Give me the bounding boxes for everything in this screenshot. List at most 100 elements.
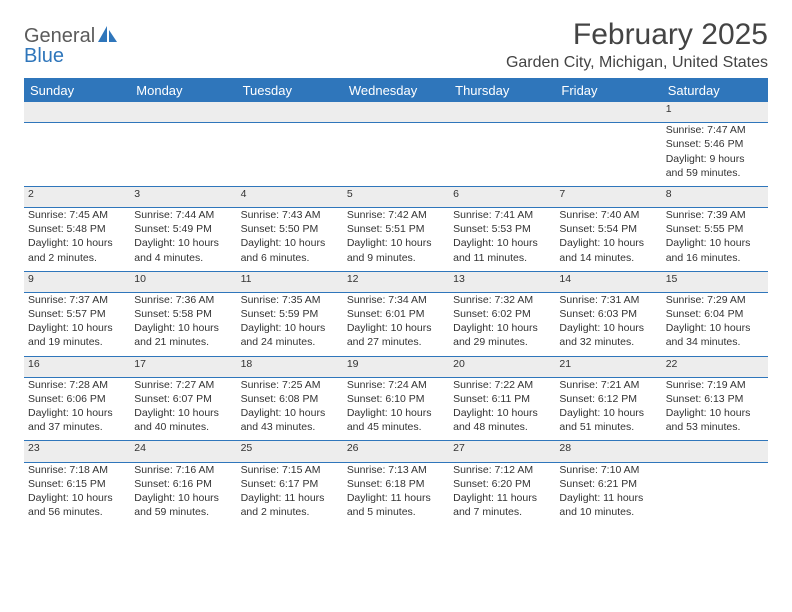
daylight-text: Daylight: 10 hours and 11 minutes. xyxy=(453,236,551,264)
day-detail-cell: Sunrise: 7:44 AMSunset: 5:49 PMDaylight:… xyxy=(130,208,236,272)
sunrise-text: Sunrise: 7:19 AM xyxy=(666,378,764,392)
daylight-text: Daylight: 10 hours and 16 minutes. xyxy=(666,236,764,264)
sunset-text: Sunset: 6:12 PM xyxy=(559,392,657,406)
day-detail-cell: Sunrise: 7:21 AMSunset: 6:12 PMDaylight:… xyxy=(555,377,661,441)
day-detail-cell: Sunrise: 7:18 AMSunset: 6:15 PMDaylight:… xyxy=(24,462,130,525)
daylight-text: Daylight: 10 hours and 43 minutes. xyxy=(241,406,339,434)
day-detail-cell xyxy=(555,123,661,187)
detail-row: Sunrise: 7:37 AMSunset: 5:57 PMDaylight:… xyxy=(24,292,768,356)
sunset-text: Sunset: 5:51 PM xyxy=(347,222,445,236)
day-detail-cell: Sunrise: 7:36 AMSunset: 5:58 PMDaylight:… xyxy=(130,292,236,356)
sunset-text: Sunset: 6:20 PM xyxy=(453,477,551,491)
detail-row: Sunrise: 7:47 AMSunset: 5:46 PMDaylight:… xyxy=(24,123,768,187)
day-number-cell: 13 xyxy=(449,271,555,292)
daynum-row: 1 xyxy=(24,102,768,123)
day-number-cell: 9 xyxy=(24,271,130,292)
weekday-row: Sunday Monday Tuesday Wednesday Thursday… xyxy=(24,79,768,102)
sunset-text: Sunset: 6:13 PM xyxy=(666,392,764,406)
sunrise-text: Sunrise: 7:40 AM xyxy=(559,208,657,222)
weekday-header: Friday xyxy=(555,79,661,102)
sunrise-text: Sunrise: 7:25 AM xyxy=(241,378,339,392)
day-number-cell: 12 xyxy=(343,271,449,292)
day-number-cell: 14 xyxy=(555,271,661,292)
day-detail-cell: Sunrise: 7:39 AMSunset: 5:55 PMDaylight:… xyxy=(662,208,768,272)
daylight-text: Daylight: 10 hours and 40 minutes. xyxy=(134,406,232,434)
sunset-text: Sunset: 5:46 PM xyxy=(666,137,764,151)
day-number-cell: 20 xyxy=(449,356,555,377)
weekday-header: Tuesday xyxy=(237,79,343,102)
sunset-text: Sunset: 6:18 PM xyxy=(347,477,445,491)
daylight-text: Daylight: 10 hours and 9 minutes. xyxy=(347,236,445,264)
day-number-cell xyxy=(343,102,449,123)
sunset-text: Sunset: 5:53 PM xyxy=(453,222,551,236)
weekday-header: Sunday xyxy=(24,79,130,102)
day-number-cell: 25 xyxy=(237,441,343,462)
day-number-cell: 2 xyxy=(24,186,130,207)
sunrise-text: Sunrise: 7:39 AM xyxy=(666,208,764,222)
sunset-text: Sunset: 5:58 PM xyxy=(134,307,232,321)
sunrise-text: Sunrise: 7:15 AM xyxy=(241,463,339,477)
sunset-text: Sunset: 6:16 PM xyxy=(134,477,232,491)
day-detail-cell: Sunrise: 7:22 AMSunset: 6:11 PMDaylight:… xyxy=(449,377,555,441)
sunrise-text: Sunrise: 7:41 AM xyxy=(453,208,551,222)
day-number-cell xyxy=(130,102,236,123)
day-number-cell: 3 xyxy=(130,186,236,207)
sunset-text: Sunset: 6:03 PM xyxy=(559,307,657,321)
day-number-cell: 15 xyxy=(662,271,768,292)
day-detail-cell xyxy=(449,123,555,187)
day-detail-cell: Sunrise: 7:34 AMSunset: 6:01 PMDaylight:… xyxy=(343,292,449,356)
daylight-text: Daylight: 10 hours and 19 minutes. xyxy=(28,321,126,349)
sunset-text: Sunset: 5:48 PM xyxy=(28,222,126,236)
daylight-text: Daylight: 10 hours and 2 minutes. xyxy=(28,236,126,264)
calendar-head: Sunday Monday Tuesday Wednesday Thursday… xyxy=(24,79,768,102)
calendar-body: 1Sunrise: 7:47 AMSunset: 5:46 PMDaylight… xyxy=(24,102,768,525)
day-detail-cell: Sunrise: 7:32 AMSunset: 6:02 PMDaylight:… xyxy=(449,292,555,356)
day-number-cell: 6 xyxy=(449,186,555,207)
day-detail-cell: Sunrise: 7:29 AMSunset: 6:04 PMDaylight:… xyxy=(662,292,768,356)
sunset-text: Sunset: 6:11 PM xyxy=(453,392,551,406)
weekday-header: Thursday xyxy=(449,79,555,102)
day-number-cell: 24 xyxy=(130,441,236,462)
sunset-text: Sunset: 5:54 PM xyxy=(559,222,657,236)
detail-row: Sunrise: 7:45 AMSunset: 5:48 PMDaylight:… xyxy=(24,208,768,272)
day-detail-cell xyxy=(237,123,343,187)
daylight-text: Daylight: 10 hours and 29 minutes. xyxy=(453,321,551,349)
day-number-cell: 11 xyxy=(237,271,343,292)
day-detail-cell: Sunrise: 7:19 AMSunset: 6:13 PMDaylight:… xyxy=(662,377,768,441)
weekday-header: Monday xyxy=(130,79,236,102)
day-detail-cell: Sunrise: 7:40 AMSunset: 5:54 PMDaylight:… xyxy=(555,208,661,272)
sunrise-text: Sunrise: 7:13 AM xyxy=(347,463,445,477)
day-number-cell xyxy=(237,102,343,123)
sunset-text: Sunset: 6:17 PM xyxy=(241,477,339,491)
day-detail-cell: Sunrise: 7:24 AMSunset: 6:10 PMDaylight:… xyxy=(343,377,449,441)
day-number-cell: 18 xyxy=(237,356,343,377)
brand-word2: Blue xyxy=(24,46,118,66)
sunset-text: Sunset: 6:01 PM xyxy=(347,307,445,321)
day-detail-cell: Sunrise: 7:35 AMSunset: 5:59 PMDaylight:… xyxy=(237,292,343,356)
day-number-cell: 26 xyxy=(343,441,449,462)
day-detail-cell: Sunrise: 7:45 AMSunset: 5:48 PMDaylight:… xyxy=(24,208,130,272)
daynum-row: 2345678 xyxy=(24,186,768,207)
day-detail-cell: Sunrise: 7:12 AMSunset: 6:20 PMDaylight:… xyxy=(449,462,555,525)
sunrise-text: Sunrise: 7:28 AM xyxy=(28,378,126,392)
daylight-text: Daylight: 10 hours and 37 minutes. xyxy=(28,406,126,434)
sunrise-text: Sunrise: 7:36 AM xyxy=(134,293,232,307)
day-detail-cell xyxy=(24,123,130,187)
day-detail-cell: Sunrise: 7:47 AMSunset: 5:46 PMDaylight:… xyxy=(662,123,768,187)
day-number-cell: 16 xyxy=(24,356,130,377)
sunset-text: Sunset: 5:49 PM xyxy=(134,222,232,236)
weekday-header: Wednesday xyxy=(343,79,449,102)
sunrise-text: Sunrise: 7:37 AM xyxy=(28,293,126,307)
sunrise-text: Sunrise: 7:18 AM xyxy=(28,463,126,477)
daylight-text: Daylight: 10 hours and 14 minutes. xyxy=(559,236,657,264)
weekday-header: Saturday xyxy=(662,79,768,102)
sunset-text: Sunset: 6:07 PM xyxy=(134,392,232,406)
sunset-text: Sunset: 5:50 PM xyxy=(241,222,339,236)
day-detail-cell: Sunrise: 7:10 AMSunset: 6:21 PMDaylight:… xyxy=(555,462,661,525)
brand-sail-icon xyxy=(98,26,118,46)
day-detail-cell: Sunrise: 7:37 AMSunset: 5:57 PMDaylight:… xyxy=(24,292,130,356)
sunrise-text: Sunrise: 7:27 AM xyxy=(134,378,232,392)
sunrise-text: Sunrise: 7:22 AM xyxy=(453,378,551,392)
daylight-text: Daylight: 10 hours and 45 minutes. xyxy=(347,406,445,434)
daylight-text: Daylight: 10 hours and 4 minutes. xyxy=(134,236,232,264)
